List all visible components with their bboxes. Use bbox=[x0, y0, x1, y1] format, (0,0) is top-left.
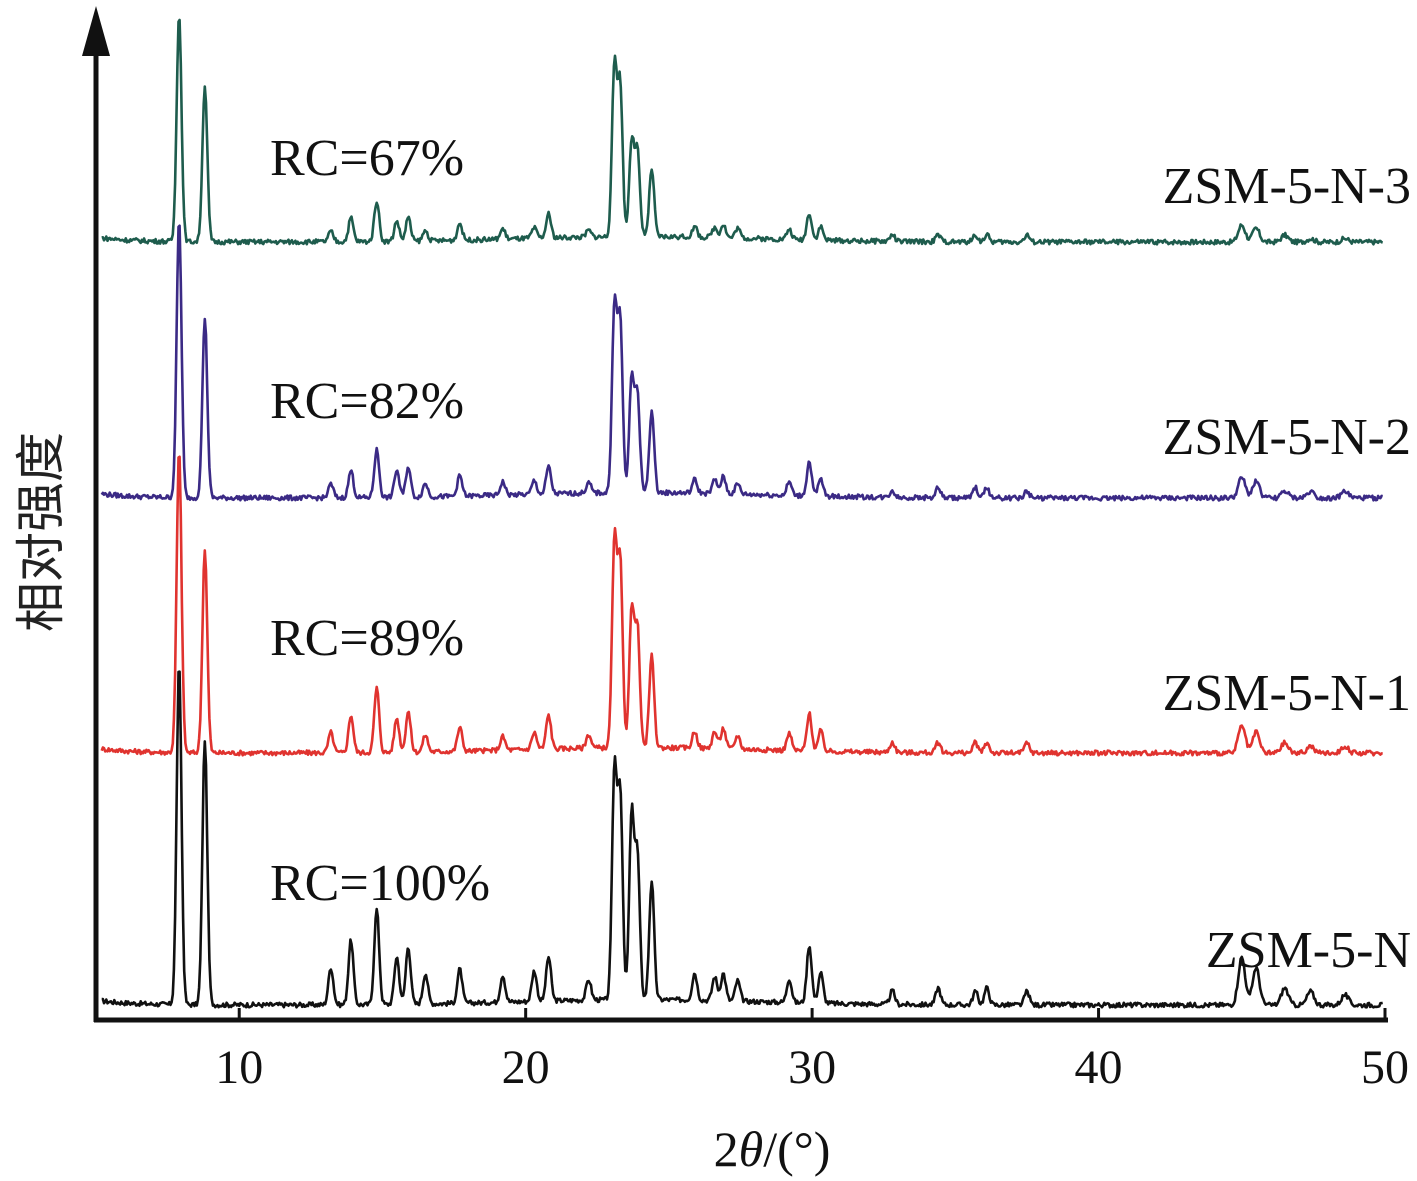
series-line-zsm-5-n-1 bbox=[100, 455, 1383, 757]
x-tick-label: 20 bbox=[502, 1041, 550, 1094]
rc-label-zsm-5-n: RC=100% bbox=[270, 855, 490, 912]
series-label-zsm-5-n-3: ZSM-5-N-3 bbox=[1163, 158, 1411, 215]
rc-label-zsm-5-n-2: RC=82% bbox=[270, 373, 464, 430]
series-line-zsm-5-n bbox=[101, 670, 1383, 1009]
x-tick-label: 10 bbox=[215, 1041, 263, 1094]
y-axis-title: 相对强度 bbox=[12, 432, 70, 632]
y-axis-arrow bbox=[82, 6, 110, 56]
rc-label-zsm-5-n-3: RC=67% bbox=[270, 130, 464, 187]
series-label-zsm-5-n-2: ZSM-5-N-2 bbox=[1163, 409, 1411, 466]
series-label-zsm-5-n-1: ZSM-5-N-1 bbox=[1163, 665, 1411, 722]
series-label-zsm-5-n: ZSM-5-N bbox=[1206, 922, 1411, 979]
curves bbox=[100, 18, 1384, 1009]
x-tick-label: 40 bbox=[1075, 1041, 1123, 1094]
rc-label-zsm-5-n-1: RC=89% bbox=[270, 610, 464, 667]
series-line-zsm-5-n-3 bbox=[101, 18, 1384, 246]
x-axis-title: 2θ/(°) bbox=[714, 1121, 831, 1177]
series-line-zsm-5-n-2 bbox=[100, 224, 1383, 502]
x-tick-label: 50 bbox=[1361, 1041, 1409, 1094]
x-tick-label: 30 bbox=[788, 1041, 836, 1094]
series-labels: ZSM-5-N RC=100% ZSM-5-N-1 RC=89% ZSM-5-N-2 RC… bbox=[270, 130, 1411, 979]
x-ticks: 10 20 30 40 50 bbox=[215, 1008, 1409, 1094]
